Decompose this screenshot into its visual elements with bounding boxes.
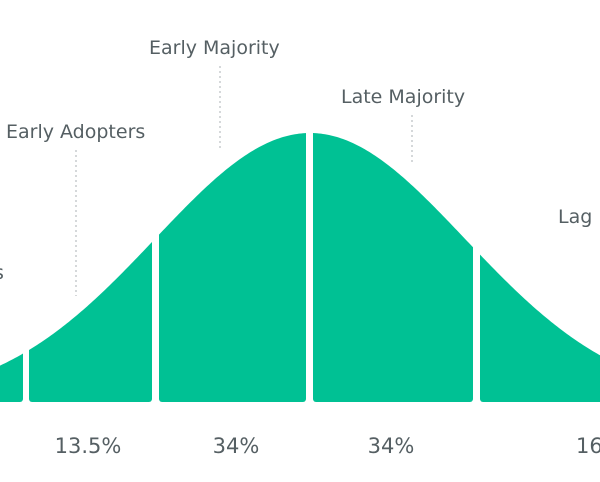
percent-laggards: 16 [576, 434, 600, 458]
segment-innovators [0, 133, 23, 402]
segment-early-adopters [29, 133, 152, 402]
segment-late-majority [313, 133, 473, 402]
percent-early-adopters: 13.5% [55, 434, 122, 458]
segment-laggards [480, 133, 600, 402]
percent-early-majority: 34% [213, 434, 260, 458]
label-late-majority: Late Majority [341, 86, 465, 108]
label-early-adopters: Early Adopters [6, 121, 145, 143]
segment-early-majority [159, 133, 306, 402]
label-innovators: s [0, 262, 4, 284]
label-early-majority: Early Majority [149, 37, 280, 59]
label-laggards: Lag [558, 206, 592, 228]
segment-labels: s Early Adopters Early Majority Late Majori… [0, 37, 592, 296]
percent-labels: 13.5% 34% 34% 16 [55, 434, 600, 458]
percent-late-majority: 34% [368, 434, 415, 458]
curve-segments [0, 133, 600, 402]
